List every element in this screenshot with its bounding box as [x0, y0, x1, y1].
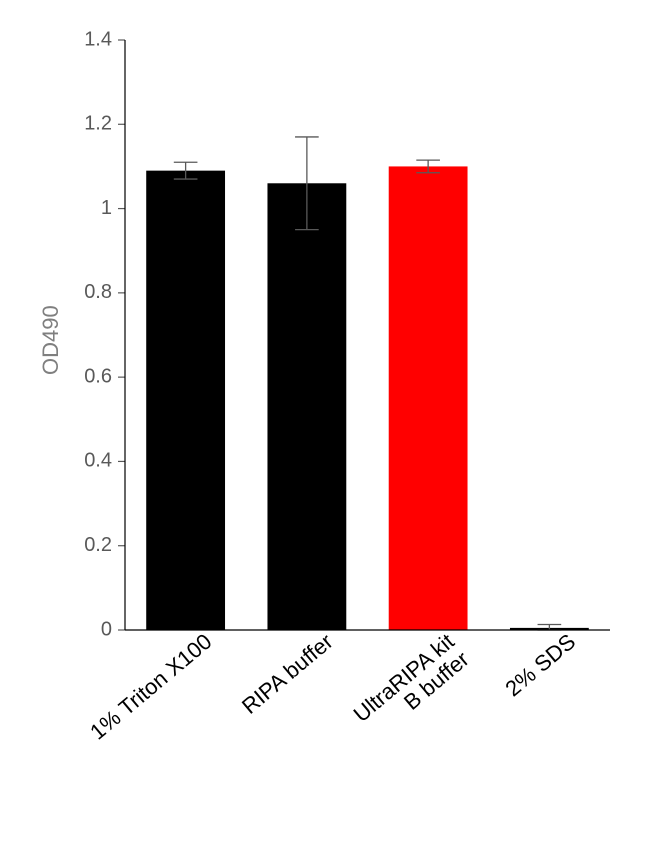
bar: [146, 171, 225, 630]
y-tick-label: 0.8: [84, 281, 112, 303]
bar: [267, 183, 346, 630]
y-tick-label: 1: [101, 197, 112, 219]
y-tick-label: 0.6: [84, 365, 112, 387]
chart-svg: 00.20.40.60.811.21.41% Triton X100RIPA b…: [0, 0, 646, 851]
bar: [389, 166, 468, 630]
y-tick-label: 0.2: [84, 534, 112, 556]
bar-chart: 00.20.40.60.811.21.41% Triton X100RIPA b…: [0, 0, 646, 851]
y-tick-label: 1.4: [84, 28, 112, 50]
y-tick-label: 0.4: [84, 450, 112, 472]
y-tick-label: 0: [101, 618, 112, 640]
y-tick-label: 1.2: [84, 113, 112, 135]
y-axis-label: OD490: [38, 305, 64, 375]
